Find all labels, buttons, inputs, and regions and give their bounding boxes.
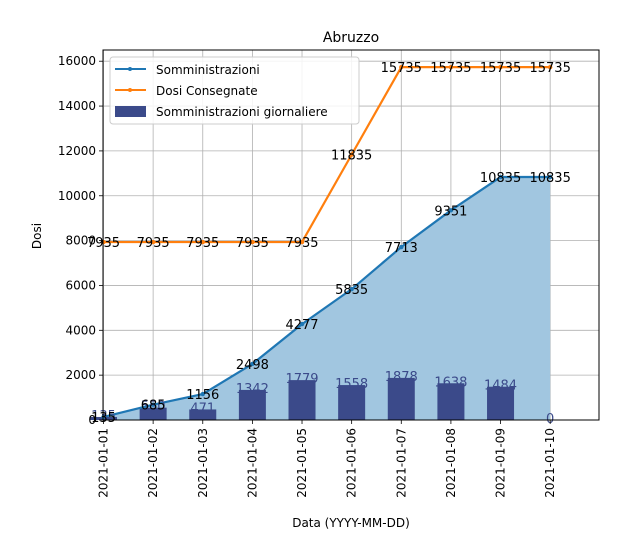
label-somministrazioni-2021-01-10: 10835 xyxy=(529,171,570,186)
label-giornaliere-2021-01-06: 1558 xyxy=(335,377,368,392)
point-dosi-consegnate-2021-01-04 xyxy=(250,239,255,245)
label-somministrazioni-2021-01-08: 9351 xyxy=(434,204,467,219)
bar-2021-01-08 xyxy=(437,383,465,420)
point-dosi-consegnate-2021-01-02 xyxy=(150,239,156,245)
legend-label-somministrazioni: Somministrazioni xyxy=(156,63,260,77)
point-dosi-consegnate-2021-01-05 xyxy=(299,239,305,245)
label-dosi-consegnate-2021-01-09: 15735 xyxy=(480,61,521,76)
y-tick-label: 0 xyxy=(88,413,96,427)
y-tick-label: 10000 xyxy=(58,189,96,203)
x-tick-label: 2021-01-06 xyxy=(345,428,359,498)
area-somministrazioni xyxy=(103,177,551,420)
y-tick-label: 12000 xyxy=(58,144,96,158)
x-tick-label: 2021-01-10 xyxy=(543,428,557,498)
x-tick-label: 2021-01-09 xyxy=(494,428,508,498)
x-tick-label: 2021-01-02 xyxy=(146,428,160,498)
point-somministrazioni-2021-01-04 xyxy=(250,361,255,367)
x-tick-label: 2021-01-04 xyxy=(245,428,259,498)
x-tick-label: 2021-01-08 xyxy=(444,428,458,498)
label-dosi-consegnate-2021-01-05: 7935 xyxy=(285,236,318,251)
label-dosi-consegnate-2021-01-02: 7935 xyxy=(137,236,170,251)
legend-marker-dosi-consegnate xyxy=(128,88,132,92)
axes: 0 2000 4000 6000 8000 10000 12000 14000 16000 202… xyxy=(58,54,557,498)
plot-frame xyxy=(102,49,600,421)
label-giornaliere-2021-01-03: 471 xyxy=(190,401,215,416)
bar-2021-01-02 xyxy=(139,407,167,420)
label-giornaliere-2021-01-07: 1878 xyxy=(385,370,418,385)
bar-2021-01-07 xyxy=(387,377,415,420)
label-giornaliere-2021-01-04: 1342 xyxy=(236,382,269,397)
point-somministrazioni-2021-01-06 xyxy=(349,286,354,292)
legend-box xyxy=(109,56,360,125)
label-dosi-consegnate-2021-01-03: 7935 xyxy=(186,236,219,251)
legend-marker-somministrazioni xyxy=(128,67,132,71)
label-somministrazioni-2021-01-09: 10835 xyxy=(480,171,521,186)
label-dosi-consegnate-2021-01-04: 7935 xyxy=(236,236,269,251)
point-dosi-consegnate-2021-01-03 xyxy=(200,239,205,245)
label-somministrazioni-2021-01-02: 685 xyxy=(141,399,166,414)
y-tick-label: 6000 xyxy=(65,278,96,292)
y-tick-label: 8000 xyxy=(65,234,96,248)
legend-swatch-somministrazioni-giornaliere xyxy=(115,106,146,117)
point-somministrazioni-2021-01-03 xyxy=(200,391,205,397)
label-giornaliere-2021-01-05: 1779 xyxy=(285,372,318,387)
chart-title: Abruzzo xyxy=(323,30,379,46)
point-dosi-consegnate-2021-01-09 xyxy=(498,64,503,70)
y-tick-label: 14000 xyxy=(58,99,96,113)
x-tick-label: 2021-01-01 xyxy=(97,428,111,498)
bar-2021-01-03 xyxy=(189,409,217,420)
x-tick-label: 2021-01-07 xyxy=(394,428,408,498)
point-dosi-consegnate-2021-01-08 xyxy=(448,64,454,70)
y-tick-label: 4000 xyxy=(65,323,96,337)
y-axis-title: Dosi xyxy=(30,223,44,249)
x-axis-title: Data (YYYY-MM-DD) xyxy=(292,516,410,530)
point-somministrazioni-2021-01-09 xyxy=(498,174,503,180)
bars xyxy=(90,377,515,420)
line-dosi-consegnate xyxy=(103,66,551,244)
label-dosi-consegnate-2021-01-10: 15735 xyxy=(529,61,570,76)
legend: Somministrazioni Dosi Consegnate Sommini… xyxy=(109,56,360,125)
label-giornaliere-2021-01-02: 550 xyxy=(141,400,166,415)
bar-2021-01-04 xyxy=(238,389,266,420)
bar-2021-01-09 xyxy=(487,386,515,420)
line-somministrazioni xyxy=(103,175,551,419)
label-somministrazioni-2021-01-06: 5835 xyxy=(335,283,368,298)
point-somministrazioni-2021-01-10 xyxy=(547,174,553,180)
label-dosi-consegnate-2021-01-06: 11835 xyxy=(331,149,372,164)
legend-label-somministrazioni-giornaliere: Somministrazioni giornaliere xyxy=(156,105,328,119)
area-fill xyxy=(103,177,551,420)
x-tick-label: 2021-01-03 xyxy=(196,428,210,498)
legend-label-dosi-consegnate: Dosi Consegnate xyxy=(156,84,258,98)
point-somministrazioni-2021-01-02 xyxy=(150,402,156,407)
label-somministrazioni-2021-01-05: 4277 xyxy=(285,318,318,333)
label-giornaliere-2021-01-09: 1484 xyxy=(484,379,517,394)
point-somministrazioni-2021-01-05 xyxy=(299,321,305,327)
point-dosi-consegnate-2021-01-07 xyxy=(399,64,404,70)
label-somministrazioni-2021-01-03: 1156 xyxy=(186,388,219,403)
label-dosi-consegnate-2021-01-08: 15735 xyxy=(430,61,471,76)
label-somministrazioni-2021-01-04: 2498 xyxy=(236,358,269,373)
label-somministrazioni-2021-01-07: 7713 xyxy=(385,241,418,256)
y-tick-label: 2000 xyxy=(65,368,96,382)
label-giornaliere-2021-01-08: 1638 xyxy=(434,375,467,390)
lines xyxy=(101,64,553,420)
point-dosi-consegnate-2021-01-10 xyxy=(547,64,553,70)
bar-2021-01-06 xyxy=(338,385,366,420)
x-tick-label: 2021-01-05 xyxy=(295,428,309,498)
point-somministrazioni-2021-01-07 xyxy=(399,244,404,250)
point-dosi-consegnate-2021-01-06 xyxy=(349,152,354,157)
bar-2021-01-05 xyxy=(288,380,316,420)
point-somministrazioni-2021-01-08 xyxy=(448,208,454,213)
y-tick-label: 16000 xyxy=(58,54,96,68)
label-dosi-consegnate-2021-01-07: 15735 xyxy=(381,61,422,76)
